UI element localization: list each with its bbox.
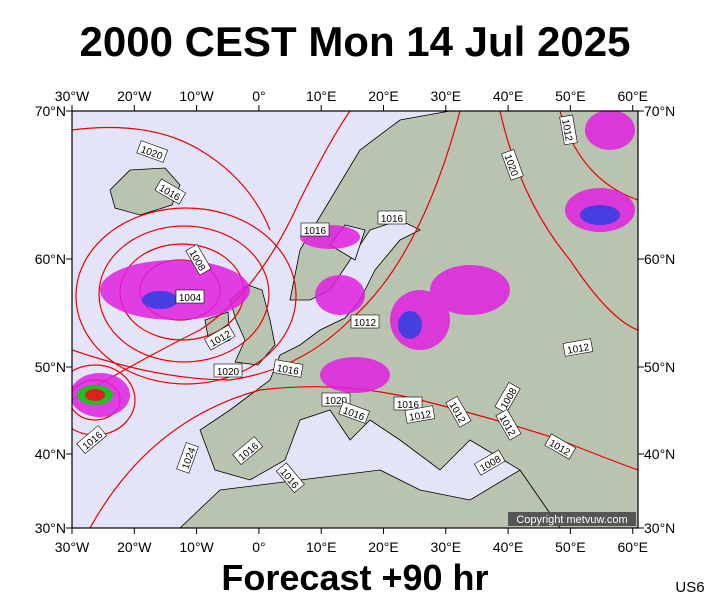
title: 2000 CEST Mon 14 Jul 2025	[80, 18, 631, 65]
lon-label: 60°E	[617, 88, 648, 104]
isobar-label-box	[176, 442, 199, 474]
lon-label: 30°W	[55, 88, 90, 104]
lat-label: 50°N	[35, 359, 66, 375]
model-code: US6	[675, 579, 704, 596]
isobar-label-box	[494, 381, 521, 414]
isobar-label: 1020	[213, 363, 243, 378]
isobar-label-text: 1012	[354, 318, 377, 329]
lon-label: 0°	[252, 539, 265, 555]
isobar-label: 1004	[175, 289, 205, 304]
lon-label: 20°E	[368, 539, 399, 555]
isobar-label-box	[76, 425, 108, 455]
isobar-label-box	[501, 149, 524, 181]
lon-label: 20°W	[117, 539, 152, 555]
isobar-label-box	[136, 140, 168, 163]
lat-label: 40°N	[644, 446, 675, 462]
isobar-label: 1016	[272, 359, 304, 378]
isobar-label-text: 1016	[381, 214, 404, 225]
lon-label: 50°E	[555, 88, 586, 104]
isobar-label: 1012	[562, 338, 594, 357]
isobar-label-box	[213, 363, 243, 378]
isobar-label-box	[559, 114, 578, 146]
isobar-label-text: 1012	[566, 342, 590, 357]
lon-label: 30°E	[431, 539, 462, 555]
lon-label: 10°W	[179, 539, 214, 555]
isobar-label-box	[154, 178, 187, 205]
copyright-box	[508, 512, 636, 526]
isobar-label: 1016	[275, 462, 305, 494]
lon-label: 40°E	[493, 539, 524, 555]
isobar-label: 1012	[404, 405, 436, 424]
isobar-label-box	[473, 449, 506, 476]
isobar-label-box	[185, 243, 212, 276]
isobar-label-box	[203, 324, 236, 351]
lat-label: 30°N	[644, 520, 675, 536]
isobar-label-text: 1020	[217, 367, 240, 378]
isobar-label: 1016	[300, 222, 330, 237]
isobar-label-text: 1016	[276, 363, 300, 378]
isobar-label-box	[275, 462, 305, 494]
lat-label: 60°N	[644, 251, 675, 267]
lon-label: 50°E	[555, 539, 586, 555]
lon-label: 10°W	[179, 88, 214, 104]
isobar-label-box	[232, 436, 264, 466]
isobar-label-box	[300, 222, 330, 237]
copyright: Copyright metvuw.com	[516, 514, 627, 526]
lat-label: 50°N	[644, 359, 675, 375]
isobar-label-text: 1012	[408, 409, 432, 424]
lon-label: 0°	[252, 88, 265, 104]
isobar-label-text: 1016	[397, 400, 420, 411]
isobar-label-box	[495, 408, 522, 441]
isobar-label: 1012	[559, 114, 578, 146]
isobar-label-text: 1016	[304, 226, 327, 237]
lon-label: 60°E	[617, 539, 648, 555]
lat-label: 60°N	[35, 251, 66, 267]
isobar-label-box	[562, 338, 594, 357]
lat-label: 70°N	[644, 103, 675, 119]
lon-label: 20°W	[117, 88, 152, 104]
lat-label: 40°N	[35, 446, 66, 462]
isobar-label-box	[338, 401, 370, 424]
lat-label: 30°N	[35, 520, 66, 536]
isobar-label-box	[544, 433, 577, 460]
map-frame	[71, 110, 639, 529]
lon-label: 30°E	[431, 88, 462, 104]
lon-label: 10°E	[306, 88, 337, 104]
forecast-label: Forecast +90 hr	[221, 557, 488, 598]
isobar-label: 1016	[377, 210, 407, 225]
isobar-label-box	[404, 405, 436, 424]
isobar-label-box	[350, 314, 380, 329]
lat-label: 70°N	[35, 103, 66, 119]
isobar-label-text: 1020	[325, 396, 348, 407]
isobar-label-text: 1012	[559, 118, 574, 142]
map-area	[72, 111, 638, 528]
lon-label: 20°E	[368, 88, 399, 104]
isobar-label-text: 1004	[179, 293, 202, 304]
isobar-label-box	[377, 210, 407, 225]
isobar-label-box	[445, 395, 472, 428]
isobar-label-box	[175, 289, 205, 304]
lon-label: 10°E	[306, 539, 337, 555]
lon-label: 30°W	[55, 539, 90, 555]
isobar-label: 1012	[350, 314, 380, 329]
isobar-label-box	[272, 359, 304, 378]
lon-label: 40°E	[493, 88, 524, 104]
